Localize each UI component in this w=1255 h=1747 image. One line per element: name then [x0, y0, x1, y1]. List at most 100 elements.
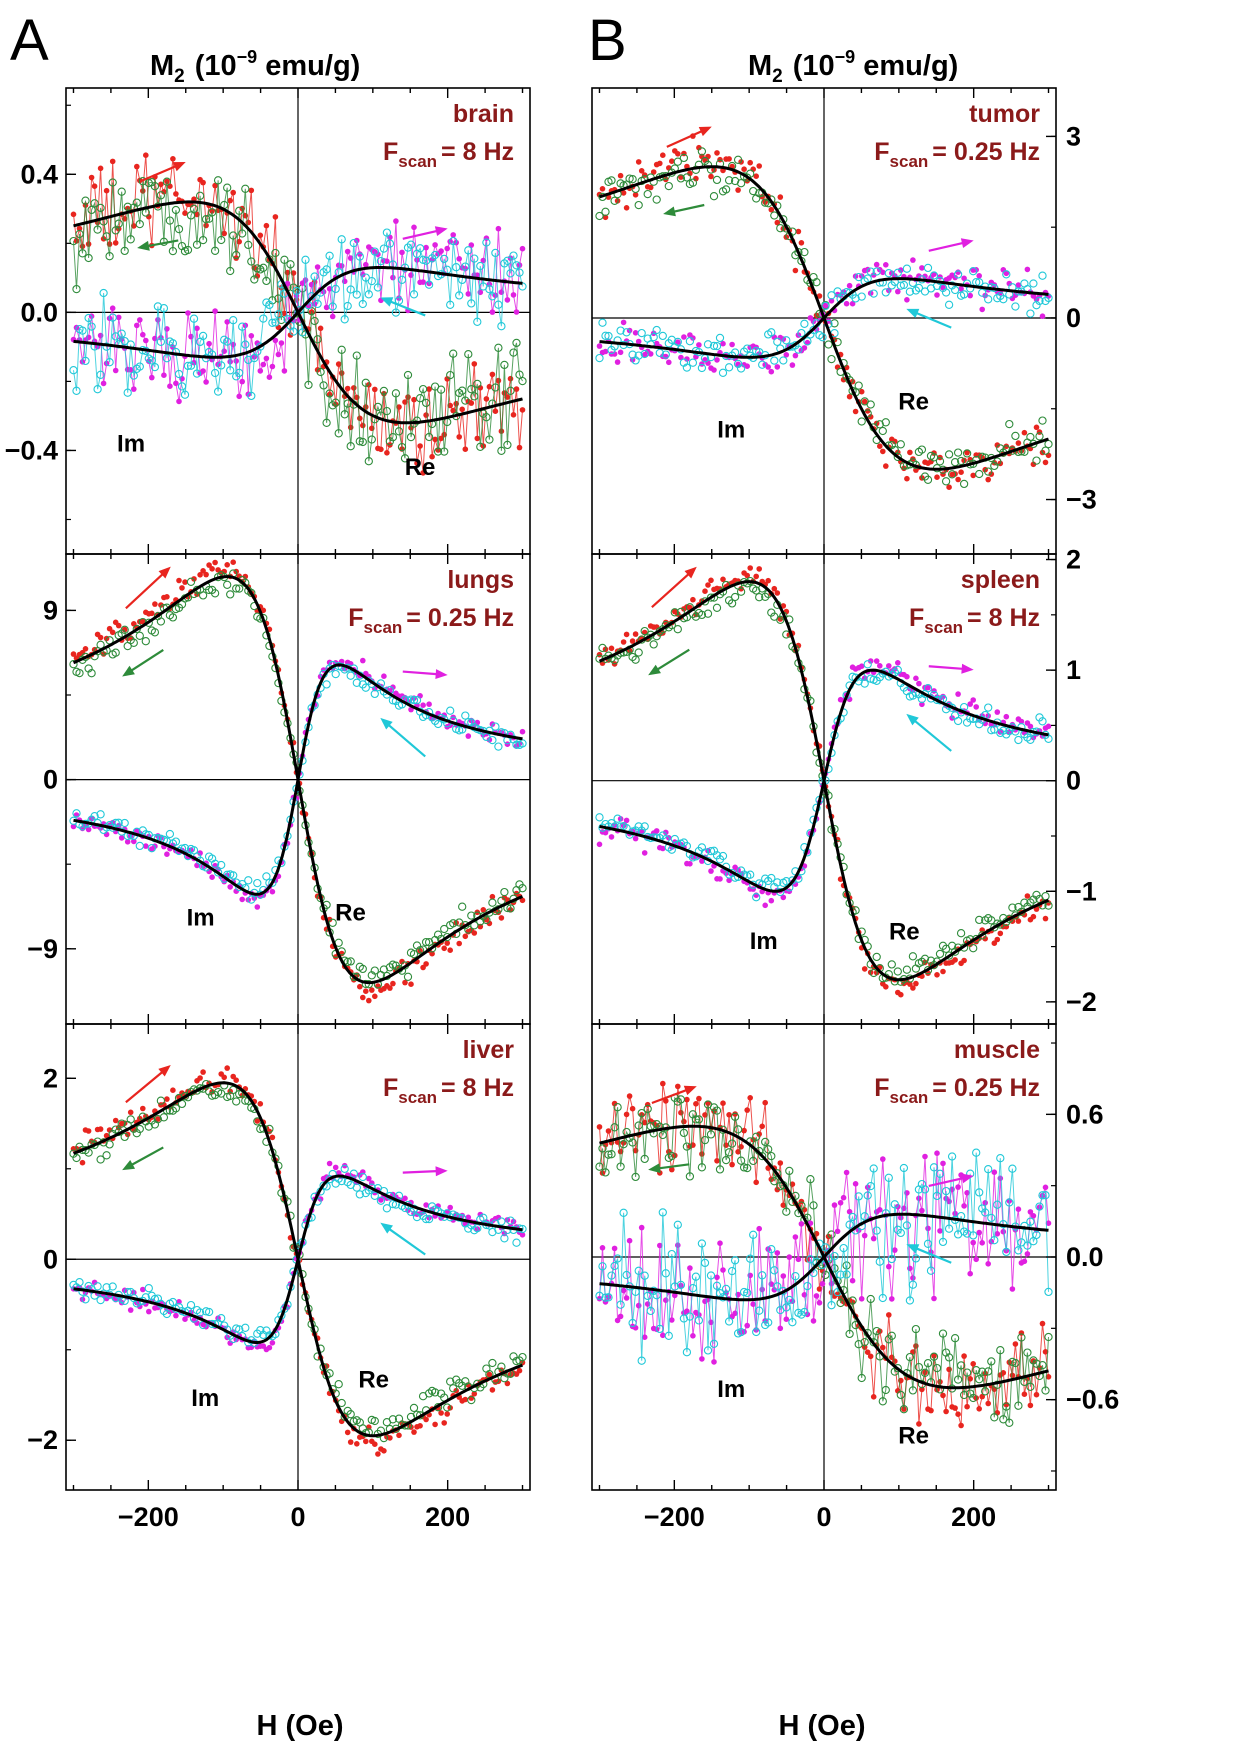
data-point: [792, 267, 799, 274]
data-point: [972, 1148, 981, 1157]
data-point: [691, 1115, 701, 1124]
data-point: [317, 325, 324, 332]
data-point: [697, 363, 707, 373]
data-point: [902, 1221, 912, 1230]
data-point: [241, 1323, 250, 1332]
data-point: [420, 279, 426, 285]
data-point: [433, 930, 443, 939]
data-point: [397, 275, 407, 284]
data-point: [75, 229, 84, 239]
data-point: [984, 295, 993, 304]
data-point: [349, 972, 358, 981]
data-point: [203, 571, 209, 578]
data-point: [210, 589, 220, 598]
data-point: [344, 1429, 351, 1436]
data-point: [768, 206, 775, 213]
data-point: [595, 211, 604, 221]
data-point: [417, 443, 423, 449]
data-point: [596, 1295, 603, 1302]
data-point: [852, 408, 859, 415]
data-point: [247, 588, 256, 598]
data-point: [682, 1348, 692, 1357]
data-point: [346, 285, 355, 294]
data-point: [632, 330, 639, 336]
data-point: [1032, 1359, 1041, 1368]
data-point: [623, 1295, 630, 1301]
y-tick-label: 0.6: [1066, 1099, 1104, 1129]
data-point: [236, 393, 242, 400]
data-point: [598, 1144, 607, 1153]
y-tick-label: −9: [27, 934, 58, 964]
data-point: [366, 1175, 372, 1182]
data-point: [464, 350, 473, 359]
data-point: [703, 609, 713, 618]
data-point: [513, 309, 520, 315]
data-point: [421, 398, 431, 408]
data-point: [450, 407, 457, 414]
data-point: [663, 1297, 669, 1303]
data-point: [667, 335, 676, 344]
data-point: [756, 163, 762, 169]
data-point: [613, 814, 622, 823]
data-point: [444, 940, 451, 946]
data-point: [329, 313, 336, 320]
data-point: [743, 1288, 752, 1298]
data-point: [1005, 419, 1014, 429]
data-point: [643, 1291, 652, 1301]
data-point: [887, 1254, 896, 1264]
y-tick-label: 0: [1066, 303, 1081, 333]
fit-im-curve: [73, 266, 523, 359]
data-point: [146, 1308, 152, 1315]
data-point: [411, 1429, 417, 1435]
y-axis-title-a: M2 (10−9 emu/g): [150, 47, 360, 87]
data-point: [684, 356, 690, 362]
data-point: [378, 1197, 384, 1203]
data-point: [780, 1202, 787, 1208]
data-point: [875, 420, 884, 429]
data-point: [93, 1282, 102, 1291]
data-point: [271, 318, 280, 327]
data-point: [670, 608, 679, 617]
data-point: [352, 351, 361, 360]
data-point: [489, 893, 496, 900]
data-point: [140, 1286, 146, 1293]
data-point: [634, 1121, 643, 1130]
data-point: [118, 835, 125, 841]
data-point: [893, 665, 902, 675]
data-point: [736, 364, 746, 373]
data-point: [173, 380, 179, 387]
data-point: [143, 152, 149, 158]
data-point: [87, 669, 96, 678]
data-point: [242, 573, 249, 580]
data-point: [1009, 1286, 1016, 1292]
data-point: [822, 302, 829, 309]
data-point: [598, 643, 607, 653]
data-point: [831, 1202, 838, 1208]
data-point: [491, 383, 500, 392]
data-point: [1033, 1391, 1040, 1398]
data-point: [221, 230, 227, 237]
data-point: [1026, 1217, 1035, 1226]
data-point: [690, 335, 696, 341]
data-point: [696, 144, 702, 151]
data-point: [105, 358, 114, 367]
data-point: [1000, 1370, 1007, 1376]
data-point: [120, 1132, 129, 1142]
data-point: [203, 222, 209, 229]
data-point: [878, 1397, 887, 1406]
data-point: [991, 1169, 998, 1175]
arrow-re-up: [651, 566, 697, 608]
data-point: [764, 1318, 773, 1327]
data-point: [696, 1095, 702, 1102]
data-point: [952, 1405, 958, 1411]
data-point: [632, 631, 639, 637]
data-point: [366, 997, 372, 1004]
data-point: [519, 245, 526, 252]
data-point: [229, 871, 238, 880]
data-point: [711, 1359, 717, 1365]
data-point: [143, 843, 149, 849]
data-point: [904, 673, 910, 680]
data-point: [845, 1329, 854, 1339]
data-point: [953, 716, 963, 726]
